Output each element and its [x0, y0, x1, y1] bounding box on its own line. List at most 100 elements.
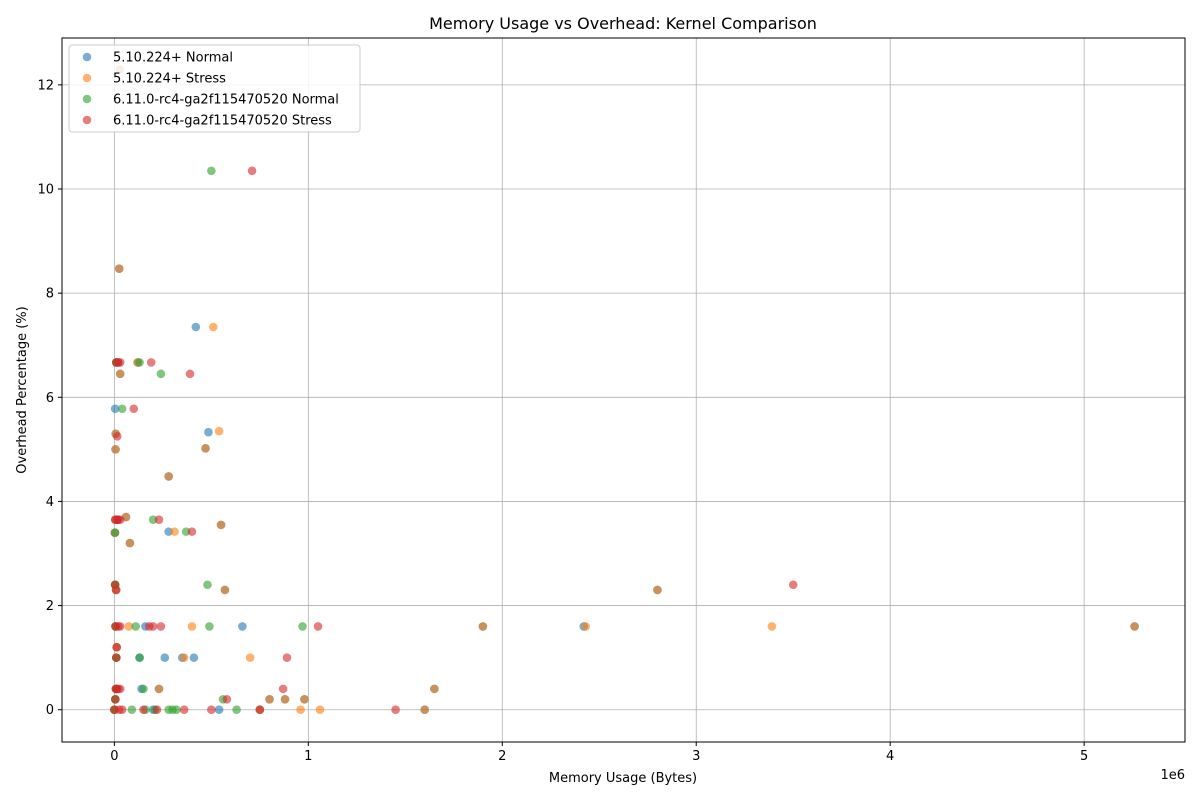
data-point [238, 622, 247, 631]
y-axis-label: Overhead Percentage (%) [15, 306, 30, 473]
data-point [114, 264, 124, 273]
data-point [201, 444, 210, 453]
data-point [788, 580, 798, 590]
data-point [187, 622, 197, 631]
data-point [185, 369, 195, 379]
data-point [179, 705, 189, 715]
x-axis-label: Memory Usage (Bytes) [549, 771, 697, 786]
data-point [220, 585, 230, 595]
data-point [112, 642, 121, 652]
x-axis-ticks: 0 1 2 3 4 5 [110, 742, 1088, 764]
x-tick-label: 1 [304, 749, 312, 764]
data-point [139, 705, 148, 715]
chart-title: Memory Usage vs Overhead: Kernel Compari… [429, 14, 817, 33]
data-point [204, 427, 213, 437]
data-point [205, 622, 214, 631]
data-point [207, 166, 216, 176]
data-point [135, 653, 144, 662]
y-tick-label: 10 [37, 183, 54, 198]
data-point [653, 585, 662, 595]
data-point [245, 653, 255, 662]
data-point [164, 472, 173, 481]
data-point [420, 705, 429, 715]
data-point [112, 653, 121, 662]
data-point [232, 705, 241, 715]
data-point [179, 653, 189, 662]
series-4-points [110, 166, 798, 715]
plot-frame [61, 37, 1186, 743]
data-points [110, 64, 1139, 715]
data-point [282, 653, 292, 662]
y-tick-label: 8 [46, 287, 54, 302]
data-point [152, 705, 162, 715]
data-point [296, 705, 305, 715]
data-point [265, 695, 274, 704]
legend-box [68, 44, 361, 133]
data-point [129, 404, 139, 414]
data-point [111, 445, 120, 454]
data-point [110, 528, 120, 537]
data-point [430, 684, 439, 694]
data-point [280, 695, 290, 704]
legend-marker [82, 94, 92, 104]
y-axis-ticks: 0 2 4 6 8 10 12 [37, 78, 62, 718]
data-point [117, 404, 127, 414]
data-point [208, 322, 218, 332]
data-point [110, 404, 120, 414]
data-point [581, 622, 590, 631]
data-point [135, 358, 144, 367]
data-point [146, 358, 156, 367]
x-axis-offset-label: 1e6 [1160, 768, 1185, 783]
data-point [214, 705, 224, 715]
data-point [131, 622, 141, 631]
data-point [139, 684, 148, 694]
legend-marker [82, 52, 92, 62]
legend: 5.10.224+ Normal 5.10.224+ Stress 6.11.0-r… [68, 44, 361, 133]
x-tick-label: 3 [692, 749, 700, 764]
data-point [391, 705, 400, 715]
data-point [125, 538, 135, 548]
data-point [315, 705, 325, 715]
data-point [115, 369, 125, 379]
y-tick-label: 12 [37, 78, 54, 93]
data-point [156, 622, 166, 631]
data-point [222, 695, 232, 704]
data-point [111, 695, 120, 704]
data-point [115, 515, 125, 524]
legend-label: 5.10.224+ Stress [113, 72, 226, 87]
data-point [154, 515, 164, 524]
data-point [170, 527, 179, 536]
data-point [127, 705, 137, 715]
x-tick-label: 4 [886, 749, 894, 764]
data-point [111, 585, 121, 595]
y-tick-label: 4 [46, 495, 54, 510]
legend-label: 5.10.224+ Normal [113, 51, 233, 66]
legend-marker [82, 73, 92, 83]
data-point [148, 622, 158, 631]
data-point [154, 684, 164, 694]
data-point [313, 622, 323, 631]
y-tick-label: 0 [46, 703, 54, 718]
data-point [214, 426, 224, 436]
data-point [115, 358, 125, 367]
data-point [172, 705, 181, 715]
data-point [156, 369, 166, 379]
data-point [1130, 622, 1139, 631]
data-point [115, 684, 125, 694]
data-point [115, 622, 125, 631]
data-point [247, 166, 257, 176]
legend-label: 6.11.0-rc4-ga2f115470520 Normal [113, 93, 339, 108]
series-2-points [110, 64, 1139, 715]
x-tick-label: 5 [1080, 749, 1088, 764]
data-point [255, 705, 265, 715]
data-point [767, 622, 777, 631]
data-point [160, 653, 170, 662]
data-point [191, 322, 201, 332]
y-tick-label: 6 [46, 391, 54, 406]
data-point [207, 705, 216, 715]
data-point [278, 684, 288, 694]
data-point [298, 622, 307, 631]
data-point [189, 653, 199, 662]
data-point [478, 622, 488, 631]
